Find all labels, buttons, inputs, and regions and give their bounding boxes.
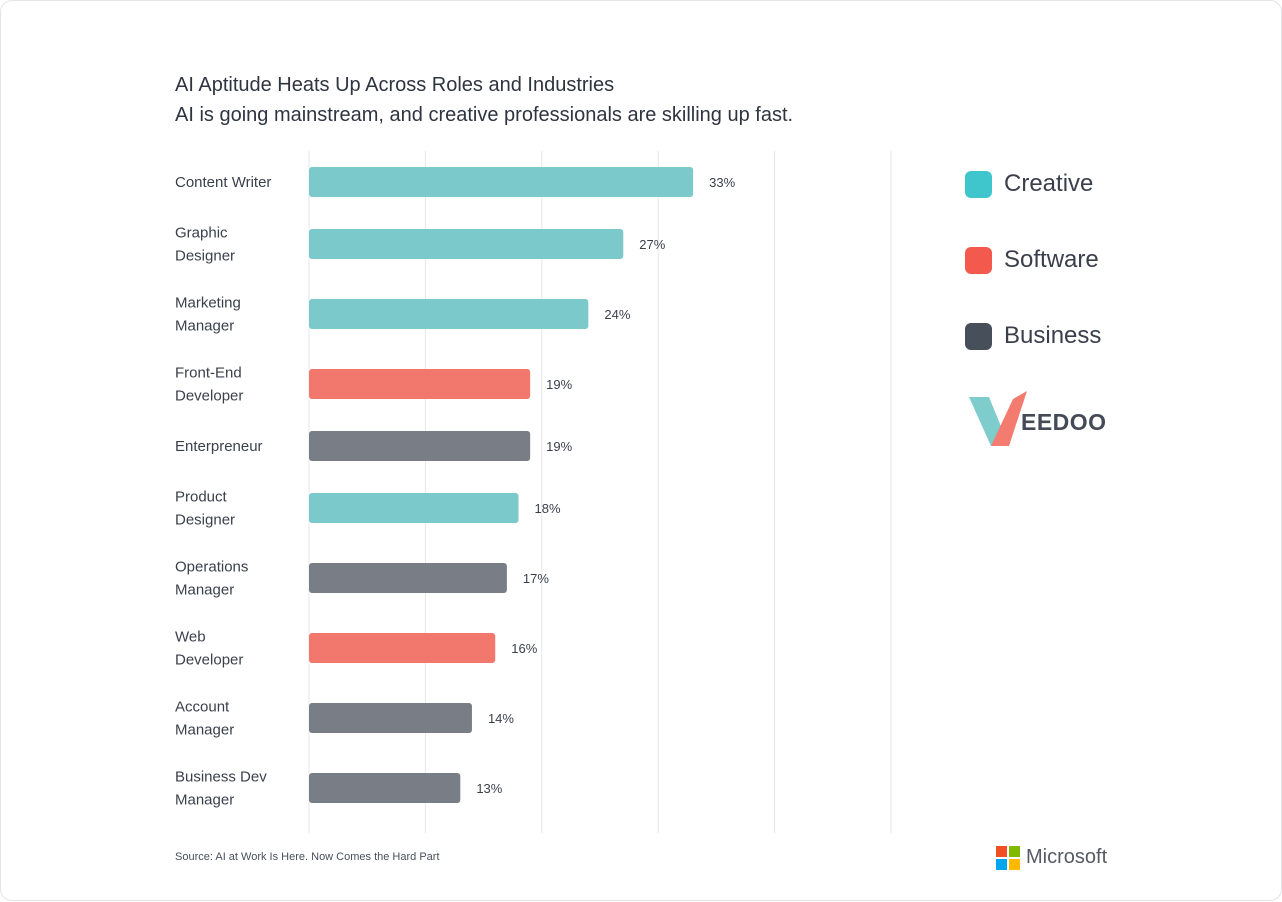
category-label: Graphic Designer: [175, 225, 235, 265]
value-label: 24%: [604, 307, 630, 322]
bar-front-end-developer: [309, 369, 531, 399]
microsoft-logo-square: [1009, 846, 1020, 857]
bar-marketing-manager: [309, 299, 589, 329]
legend-label-business: Business: [1004, 322, 1102, 349]
legend-swatch-business: [965, 323, 992, 350]
microsoft-logo-square: [996, 859, 1007, 870]
microsoft-logo-square: [1009, 859, 1020, 870]
chart-subtitle: AI is going mainstream, and creative pro…: [175, 104, 794, 126]
source-note: Source: AI at Work Is Here. Now Comes th…: [175, 851, 440, 863]
chart-title: AI Aptitude Heats Up Across Roles and In…: [175, 74, 615, 96]
brand-name: EEDOO: [1021, 409, 1107, 435]
legend-label-creative: Creative: [1004, 170, 1094, 197]
value-label: 27%: [639, 237, 665, 252]
bar-product-designer: [309, 493, 519, 523]
legend-swatch-software: [965, 247, 992, 274]
category-label: Marketing Manager: [175, 295, 241, 335]
value-label: 13%: [476, 781, 502, 796]
category-label: Front-End Developer: [175, 365, 243, 405]
category-label: Business Dev Manager: [175, 769, 267, 809]
value-label: 33%: [709, 175, 735, 190]
bar-operations-manager: [309, 563, 507, 593]
microsoft-logo-square: [996, 846, 1007, 857]
category-label: Product Designer: [175, 489, 235, 529]
value-label: 17%: [523, 571, 549, 586]
value-label: 19%: [546, 439, 572, 454]
bar-business-dev-manager: [309, 773, 461, 803]
veedoo-v-mark-icon: [969, 391, 1027, 446]
category-label: Web Developer: [175, 629, 243, 669]
value-label: 18%: [535, 501, 561, 516]
category-label: Content Writer: [175, 174, 271, 191]
veedoo-logo: EEDOO: [969, 391, 1119, 447]
bar-graphic-designer: [309, 229, 624, 259]
microsoft-logo-icon: [996, 846, 1020, 870]
bar-enterpreneur: [309, 431, 531, 461]
legend-label-software: Software: [1004, 246, 1099, 273]
value-label: 16%: [511, 641, 537, 656]
category-label: Account Manager: [175, 699, 234, 739]
value-label: 19%: [546, 377, 572, 392]
bar-content-writer: [309, 167, 694, 197]
legend-swatch-creative: [965, 171, 992, 198]
value-label: 14%: [488, 711, 514, 726]
category-label: Operations Manager: [175, 559, 248, 599]
bar-web-developer: [309, 633, 496, 663]
bar-account-manager: [309, 703, 472, 733]
category-label: Enterpreneur: [175, 438, 263, 455]
microsoft-wordmark: Microsoft: [1026, 846, 1108, 868]
